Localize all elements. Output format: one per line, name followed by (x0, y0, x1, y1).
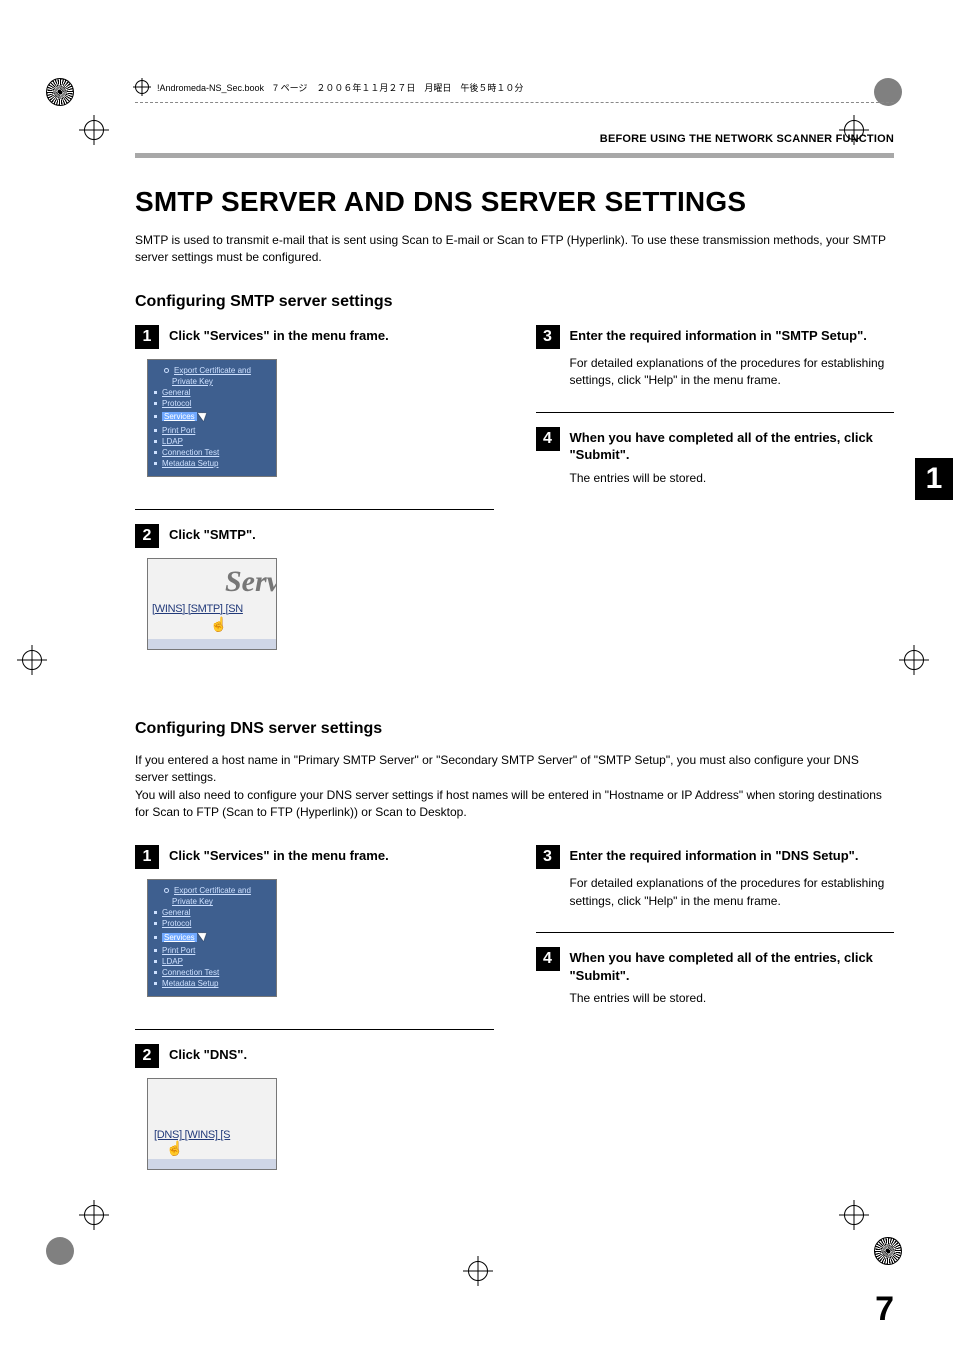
step-number: 2 (135, 1044, 159, 1068)
step-number: 1 (135, 325, 159, 349)
dns-intro-line: You will also need to configure your DNS… (135, 788, 882, 819)
running-head-text: !Andromeda-NS_Sec.book 7 ページ ２００６年１１月２７日… (157, 81, 523, 94)
hand-cursor-icon (210, 617, 222, 631)
smtp-step-3: 3 Enter the required information in "SMT… (536, 325, 895, 390)
menu-item: Print Port (162, 426, 195, 435)
step-title: Click "Services" in the menu frame. (169, 325, 389, 345)
step-number: 1 (135, 845, 159, 869)
section-divider-bar (135, 153, 894, 158)
running-head: !Andromeda-NS_Sec.book 7 ページ ２００６年１１月２７日… (135, 80, 894, 103)
menu-item: Export Certificate and (174, 886, 251, 895)
menu-item: Protocol (162, 919, 191, 928)
menu-item: Connection Test (162, 448, 219, 457)
smtp-heading: Configuring SMTP server settings (135, 293, 894, 311)
menu-item: General (162, 388, 190, 397)
registration-mark-right (904, 650, 924, 670)
tab-link: [WINS] (152, 603, 185, 615)
page-title: SMTP SERVER AND DNS SERVER SETTINGS (135, 186, 894, 218)
menu-item: Export Certificate and (174, 366, 251, 375)
dns-intro: If you entered a host name in "Primary S… (135, 752, 894, 822)
dns-intro-line: If you entered a host name in "Primary S… (135, 753, 859, 784)
menu-item: LDAP (162, 957, 183, 966)
smtp-steps-grid: 1 Click "Services" in the menu frame. Ex… (135, 325, 894, 672)
step-divider (135, 509, 494, 510)
hand-cursor-icon (166, 1141, 178, 1155)
step-title: When you have completed all of the entri… (570, 427, 895, 464)
menu-item: General (162, 908, 190, 917)
tab-link: [S (220, 1129, 230, 1141)
page-number: 7 (875, 1290, 894, 1329)
step-title: Click "SMTP". (169, 524, 256, 544)
menu-item: Private Key (172, 377, 213, 386)
step-number: 4 (536, 947, 560, 971)
crop-mark-bl (46, 1237, 74, 1265)
smtp-step-1: 1 Click "Services" in the menu frame. Ex… (135, 325, 494, 487)
step-divider (536, 932, 895, 933)
step-divider (135, 1029, 494, 1030)
crop-mark-tl (46, 78, 74, 106)
intro-paragraph: SMTP is used to transmit e-mail that is … (135, 232, 894, 267)
tab-link: [SN (225, 603, 242, 615)
services-tabs-screenshot: [DNS] [WINS] [S (147, 1078, 277, 1170)
smtp-step-2: 2 Click "SMTP". Serv [WINS] [SMTP] [SN (135, 524, 494, 660)
menu-frame-screenshot: Export Certificate and Private Key Gener… (147, 879, 277, 997)
screenshot-bottom-bar (148, 1159, 276, 1169)
dns-step-1: 1 Click "Services" in the menu frame. Ex… (135, 845, 494, 1007)
menu-item: Protocol (162, 399, 191, 408)
step-title: Click "DNS". (169, 1044, 247, 1064)
tab-link: [SMTP] (188, 603, 223, 615)
screenshot-title-fragment: Serv (225, 565, 277, 599)
step-body: The entries will be stored. (570, 470, 895, 487)
menu-item: Connection Test (162, 968, 219, 977)
menu-item: Print Port (162, 946, 195, 955)
menu-item-highlighted: Services (162, 933, 197, 942)
menu-frame-screenshot: Export Certificate and Private Key Gener… (147, 359, 277, 477)
step-number: 4 (536, 427, 560, 451)
dns-step-4: 4 When you have completed all of the ent… (536, 947, 895, 1007)
step-title: Enter the required information in "DNS S… (570, 845, 859, 865)
page-content: !Andromeda-NS_Sec.book 7 ページ ２００６年１１月２７日… (135, 80, 894, 1271)
cursor-icon (198, 410, 210, 424)
section-header: BEFORE USING THE NETWORK SCANNER FUNCTIO… (135, 133, 894, 149)
menu-item-highlighted: Services (162, 412, 197, 421)
step-number: 3 (536, 325, 560, 349)
step-body: For detailed explanations of the procedu… (570, 875, 895, 910)
cursor-icon (198, 930, 210, 944)
step-title: Click "Services" in the menu frame. (169, 845, 389, 865)
smtp-step-4: 4 When you have completed all of the ent… (536, 427, 895, 487)
menu-item: Metadata Setup (162, 979, 218, 988)
dns-heading: Configuring DNS server settings (135, 720, 894, 738)
tab-link: [WINS] (185, 1129, 218, 1141)
step-body: For detailed explanations of the procedu… (570, 355, 895, 390)
tab-link: [DNS] (154, 1129, 182, 1141)
menu-item: Metadata Setup (162, 459, 218, 468)
registration-mark-bl (84, 1205, 104, 1225)
services-tabs-screenshot: Serv [WINS] [SMTP] [SN (147, 558, 277, 650)
dns-step-3: 3 Enter the required information in "DNS… (536, 845, 895, 910)
step-number: 2 (135, 524, 159, 548)
step-title: Enter the required information in "SMTP … (570, 325, 867, 345)
step-divider (536, 412, 895, 413)
dns-steps-grid: 1 Click "Services" in the menu frame. Ex… (135, 845, 894, 1192)
screenshot-bottom-bar (148, 639, 276, 649)
step-body: The entries will be stored. (570, 990, 895, 1007)
step-title: When you have completed all of the entri… (570, 947, 895, 984)
chapter-tab: 1 (915, 458, 953, 500)
menu-item: Private Key (172, 897, 213, 906)
registration-mark-tl (84, 120, 104, 140)
dns-step-2: 2 Click "DNS". [DNS] [WINS] [S (135, 1044, 494, 1180)
registration-mark-left (22, 650, 42, 670)
menu-item: LDAP (162, 437, 183, 446)
registration-mark-icon (135, 80, 149, 94)
step-number: 3 (536, 845, 560, 869)
